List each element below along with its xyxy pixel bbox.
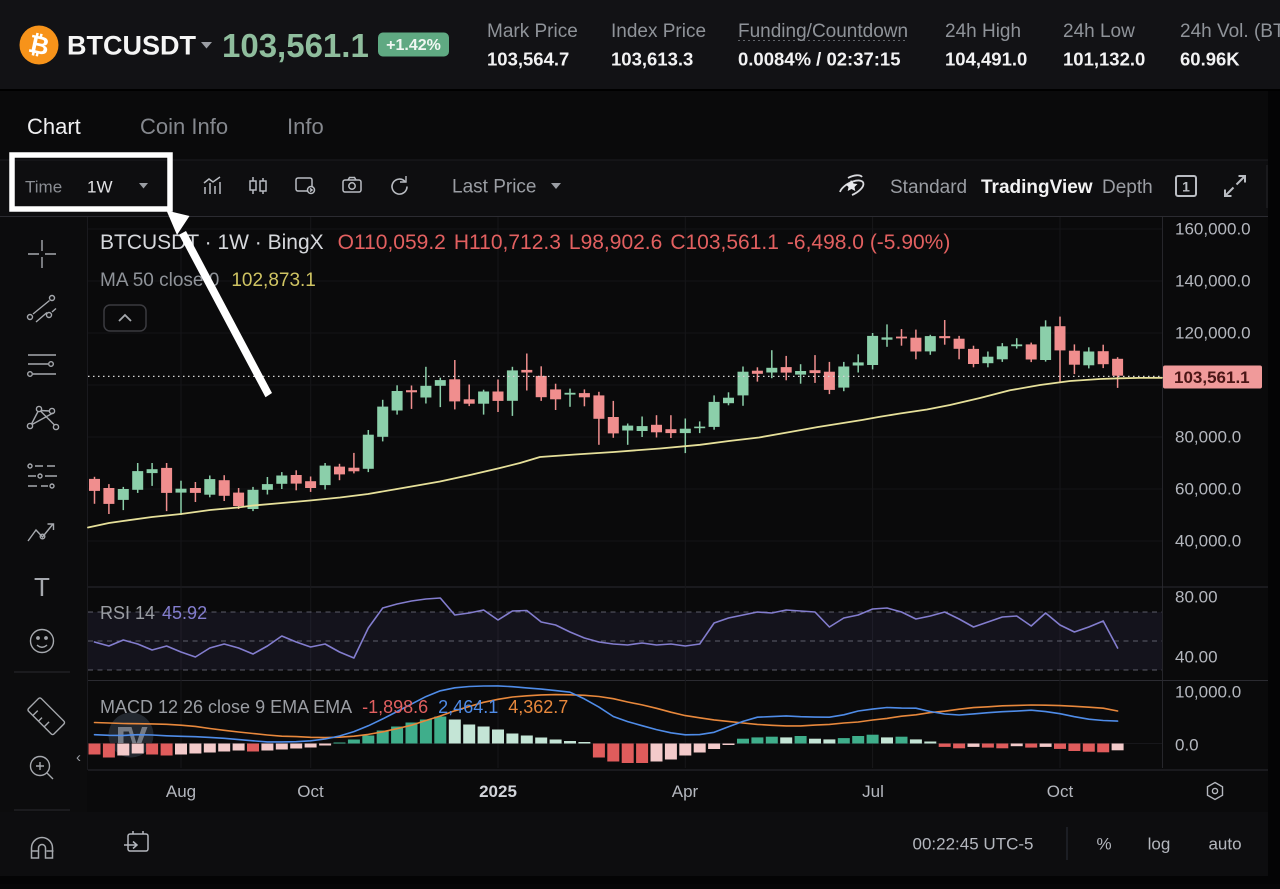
svg-text:103,613.3: 103,613.3 [611,49,693,70]
svg-text:Oct: Oct [297,782,324,801]
svg-text:TradingView: TradingView [981,177,1093,198]
svg-text:‹: ‹ [76,749,81,766]
svg-text:2025: 2025 [479,782,517,801]
svg-text:40,000.0: 40,000.0 [1175,532,1241,551]
svg-text:Index Price: Index Price [611,21,706,42]
svg-text:log: log [1148,835,1171,854]
svg-text:BTCUSDT: BTCUSDT [67,31,196,61]
svg-text:104,491.0: 104,491.0 [945,49,1027,70]
svg-text:120,000.0: 120,000.0 [1175,324,1251,343]
svg-text:%: % [1096,835,1111,854]
svg-text:80,000.0: 80,000.0 [1175,428,1241,447]
svg-text:1: 1 [1182,179,1190,195]
svg-text:40.00: 40.00 [1175,648,1218,667]
svg-text:24h Vol. (BTC): 24h Vol. (BTC) [1180,21,1280,42]
svg-text:+1.42%: +1.42% [386,37,441,54]
svg-text:Standard: Standard [890,177,967,198]
svg-text:MACD 12 26 close 9 EMA EMA-1,8: MACD 12 26 close 9 EMA EMA -1,898.6 2,464.… [100,697,568,717]
svg-text:0.0: 0.0 [1175,736,1199,755]
svg-text:Oct: Oct [1047,782,1074,801]
svg-text:Last Price: Last Price [452,177,536,198]
svg-text:Coin Info: Coin Info [140,114,228,139]
svg-text:T: T [34,572,50,602]
svg-text:Depth: Depth [1102,177,1153,198]
svg-text:Jul: Jul [862,782,884,801]
svg-text:103,561.1: 103,561.1 [222,27,369,64]
svg-text:24h High: 24h High [945,21,1021,42]
svg-text:Apr: Apr [672,782,699,801]
svg-text:24h Low: 24h Low [1063,21,1135,42]
svg-text:00:22:45 UTC-5: 00:22:45 UTC-5 [913,835,1034,854]
svg-text:Aug: Aug [166,782,196,801]
svg-text:0.0084% / 02:37:15: 0.0084% / 02:37:15 [738,49,901,70]
svg-text:Mark Price: Mark Price [487,21,578,42]
svg-text:Time: Time [25,178,62,197]
svg-text:Chart: Chart [27,114,81,139]
svg-text:Funding/Countdown: Funding/Countdown [738,21,908,42]
svg-text:Info: Info [287,114,324,139]
svg-text:103,561.1: 103,561.1 [1174,368,1250,387]
svg-text:auto: auto [1208,835,1241,854]
svg-text:1W: 1W [87,178,113,197]
svg-text:60.96K: 60.96K [1180,49,1240,70]
svg-text:160,000.0: 160,000.0 [1175,220,1251,239]
svg-text:80.00: 80.00 [1175,588,1218,607]
svg-text:101,132.0: 101,132.0 [1063,49,1145,70]
svg-text:60,000.0: 60,000.0 [1175,480,1241,499]
svg-text:103,564.7: 103,564.7 [487,49,569,70]
svg-text:10,000.0: 10,000.0 [1175,683,1241,702]
svg-text:140,000.0: 140,000.0 [1175,272,1251,291]
